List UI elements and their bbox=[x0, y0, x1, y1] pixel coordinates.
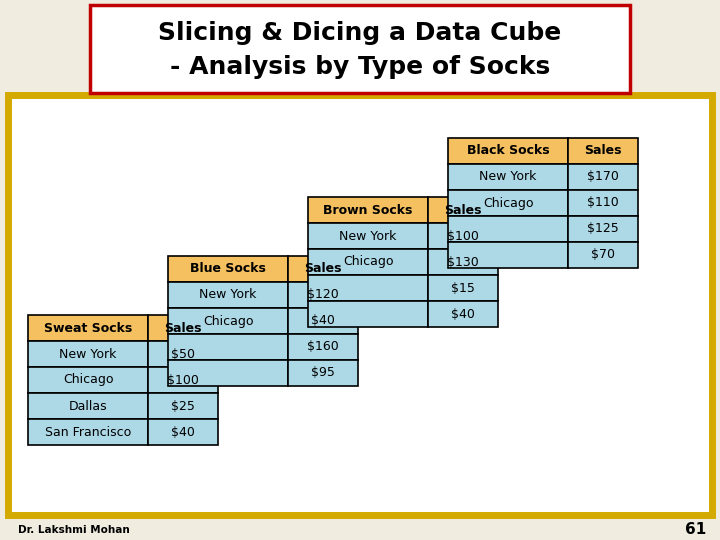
Text: Chicago: Chicago bbox=[343, 255, 393, 268]
Text: $50: $50 bbox=[171, 348, 195, 361]
Bar bbox=[168, 360, 288, 386]
Bar bbox=[8, 95, 712, 515]
Text: Chicago: Chicago bbox=[482, 197, 534, 210]
Bar bbox=[568, 216, 638, 242]
Text: $120: $120 bbox=[307, 288, 339, 301]
Bar bbox=[148, 393, 218, 419]
Text: Slicing & Dicing a Data Cube: Slicing & Dicing a Data Cube bbox=[158, 21, 562, 45]
Text: $100: $100 bbox=[447, 230, 479, 242]
Bar bbox=[448, 164, 568, 190]
Bar bbox=[308, 249, 428, 275]
Text: $15: $15 bbox=[451, 281, 475, 294]
Text: Black Socks: Black Socks bbox=[467, 145, 549, 158]
Bar bbox=[448, 190, 568, 216]
Text: Brown Socks: Brown Socks bbox=[323, 204, 413, 217]
Bar bbox=[148, 341, 218, 367]
Text: Sales: Sales bbox=[584, 145, 622, 158]
Bar bbox=[28, 419, 148, 445]
Bar bbox=[168, 334, 288, 360]
Bar bbox=[448, 216, 568, 242]
Text: $95: $95 bbox=[311, 367, 335, 380]
Bar bbox=[308, 275, 428, 301]
Text: New York: New York bbox=[59, 348, 117, 361]
Text: $125: $125 bbox=[587, 222, 619, 235]
Bar bbox=[568, 190, 638, 216]
Text: New York: New York bbox=[480, 171, 536, 184]
Text: New York: New York bbox=[339, 230, 397, 242]
Bar bbox=[428, 275, 498, 301]
Bar bbox=[308, 197, 428, 223]
Bar bbox=[568, 138, 638, 164]
Bar bbox=[308, 223, 428, 249]
Bar bbox=[168, 256, 288, 282]
Text: Chicago: Chicago bbox=[203, 314, 253, 327]
Bar bbox=[448, 242, 568, 268]
Bar bbox=[168, 282, 288, 308]
Bar bbox=[428, 249, 498, 275]
Text: Blue Socks: Blue Socks bbox=[190, 262, 266, 275]
Text: $40: $40 bbox=[311, 314, 335, 327]
Bar bbox=[28, 367, 148, 393]
Text: Chicago: Chicago bbox=[63, 374, 113, 387]
Bar bbox=[448, 138, 568, 164]
Text: $70: $70 bbox=[591, 248, 615, 261]
Text: - Analysis by Type of Socks: - Analysis by Type of Socks bbox=[170, 55, 550, 79]
Text: 61: 61 bbox=[685, 523, 706, 537]
Bar bbox=[148, 367, 218, 393]
Text: $170: $170 bbox=[587, 171, 619, 184]
Bar bbox=[288, 334, 358, 360]
Bar bbox=[148, 315, 218, 341]
Bar bbox=[28, 341, 148, 367]
Text: Sales: Sales bbox=[164, 321, 202, 334]
Bar bbox=[288, 282, 358, 308]
Text: $130: $130 bbox=[447, 255, 479, 268]
Text: $110: $110 bbox=[587, 197, 619, 210]
Text: Dr. Lakshmi Mohan: Dr. Lakshmi Mohan bbox=[18, 525, 130, 535]
Bar bbox=[288, 308, 358, 334]
Text: Sales: Sales bbox=[444, 204, 482, 217]
Bar bbox=[428, 223, 498, 249]
Text: $100: $100 bbox=[167, 374, 199, 387]
Text: San Francisco: San Francisco bbox=[45, 426, 131, 438]
Bar bbox=[308, 301, 428, 327]
Bar bbox=[288, 256, 358, 282]
Bar bbox=[168, 308, 288, 334]
Text: $25: $25 bbox=[171, 400, 195, 413]
Bar bbox=[28, 393, 148, 419]
Text: Sweat Socks: Sweat Socks bbox=[44, 321, 132, 334]
Bar bbox=[568, 242, 638, 268]
Text: $40: $40 bbox=[451, 307, 475, 321]
Bar bbox=[428, 197, 498, 223]
Bar bbox=[90, 5, 630, 93]
Bar bbox=[568, 164, 638, 190]
Bar bbox=[288, 360, 358, 386]
Text: $40: $40 bbox=[171, 426, 195, 438]
Bar bbox=[28, 315, 148, 341]
Text: New York: New York bbox=[199, 288, 257, 301]
Bar bbox=[148, 419, 218, 445]
Text: Sales: Sales bbox=[305, 262, 342, 275]
Text: $160: $160 bbox=[307, 341, 339, 354]
Bar bbox=[428, 301, 498, 327]
Text: Dallas: Dallas bbox=[68, 400, 107, 413]
